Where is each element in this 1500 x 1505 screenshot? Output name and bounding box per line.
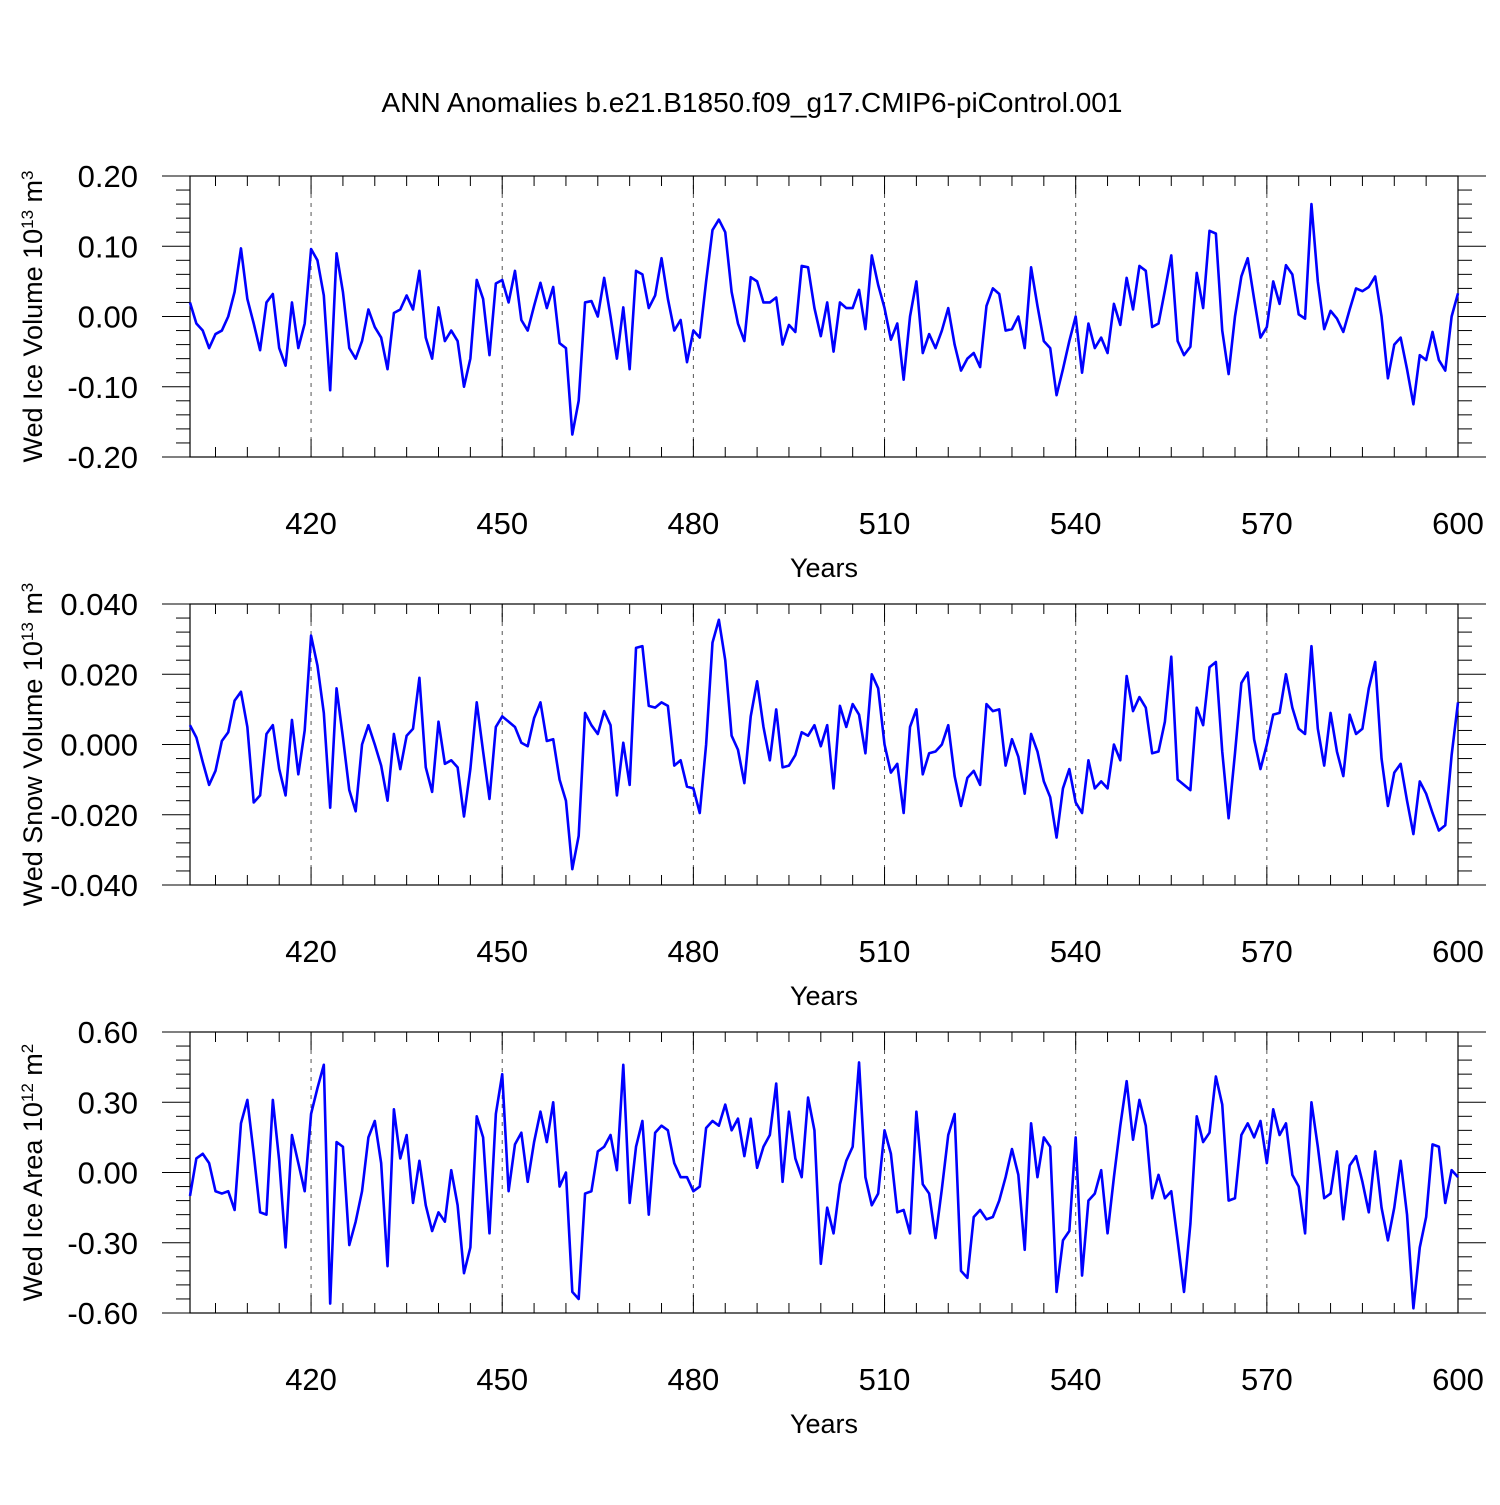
y-axis-label: Wed Ice Area 1012 m2 (18, 1044, 49, 1302)
y-tick-label: -0.30 (67, 1226, 138, 1261)
y-axis-label-superscript: 12 (18, 1083, 37, 1102)
x-tick-label: 480 (668, 934, 720, 969)
y-axis-label-text: m (18, 180, 48, 210)
y-tick-label: 0.20 (78, 159, 138, 194)
x-axis-label: Years (790, 1409, 858, 1439)
chart-title: ANN Anomalies b.e21.B1850.f09_g17.CMIP6-… (382, 87, 1123, 118)
y-axis-label-text: m (18, 592, 48, 622)
x-tick-label: 510 (859, 506, 911, 541)
y-tick-label: -0.20 (67, 440, 138, 475)
x-axis-label: Years (790, 981, 858, 1011)
x-tick-label: 420 (285, 506, 337, 541)
x-tick-label: 540 (1050, 1362, 1102, 1397)
y-axis-label: Wed Ice Volume 1013 m3 (18, 170, 49, 462)
series-line (188, 618, 1460, 871)
x-tick-label: 570 (1241, 506, 1293, 541)
y-axis-label-superscript: 13 (18, 210, 37, 229)
y-axis-label-superscript: 13 (18, 622, 37, 641)
y-tick-label: 0.30 (78, 1085, 138, 1120)
series-line (188, 202, 1460, 436)
y-tick-label: -0.60 (67, 1296, 138, 1331)
x-tick-label: 600 (1432, 1362, 1484, 1397)
x-tick-label: 420 (285, 934, 337, 969)
x-tick-label: 420 (285, 1362, 337, 1397)
y-axis-label: Wed Snow Volume 1013 m3 (18, 583, 49, 907)
y-tick-label: 0.10 (78, 229, 138, 264)
x-tick-label: 540 (1050, 506, 1102, 541)
y-axis-label-text: Wed Ice Volume 10 (18, 229, 48, 463)
y-axis-label-text: Wed Snow Volume 10 (18, 641, 48, 906)
y-axis-label-superscript: 3 (18, 583, 37, 592)
y-axis-label-superscript: 2 (18, 1044, 37, 1053)
x-tick-label: 540 (1050, 934, 1102, 969)
y-tick-label: 0.00 (78, 300, 138, 335)
x-axis-label: Years (790, 553, 858, 583)
y-tick-label: 0.040 (60, 587, 138, 622)
y-tick-label: 0.60 (78, 1015, 138, 1050)
x-tick-label: 510 (859, 1362, 911, 1397)
y-axis-label-superscript: 3 (18, 170, 37, 179)
y-axis-label-text: Wed Ice Area 10 (18, 1102, 48, 1301)
y-tick-label: 0.020 (60, 657, 138, 692)
series-line (188, 1061, 1459, 1310)
x-tick-label: 570 (1241, 1362, 1293, 1397)
y-tick-label: 0.00 (78, 1156, 138, 1191)
y-tick-label: -0.020 (50, 798, 138, 833)
x-tick-label: 480 (668, 1362, 720, 1397)
x-tick-label: 600 (1432, 506, 1484, 541)
x-tick-label: 450 (476, 934, 528, 969)
x-tick-label: 450 (476, 506, 528, 541)
x-tick-label: 510 (859, 934, 911, 969)
y-tick-label: -0.040 (50, 868, 138, 903)
x-tick-label: 600 (1432, 934, 1484, 969)
x-tick-label: 480 (668, 506, 720, 541)
y-tick-label: 0.000 (60, 728, 138, 763)
x-tick-label: 570 (1241, 934, 1293, 969)
x-tick-label: 450 (476, 1362, 528, 1397)
y-axis-label-text: m (18, 1053, 48, 1083)
plot-frame (189, 1031, 1459, 1314)
y-tick-label: -0.10 (67, 370, 138, 405)
